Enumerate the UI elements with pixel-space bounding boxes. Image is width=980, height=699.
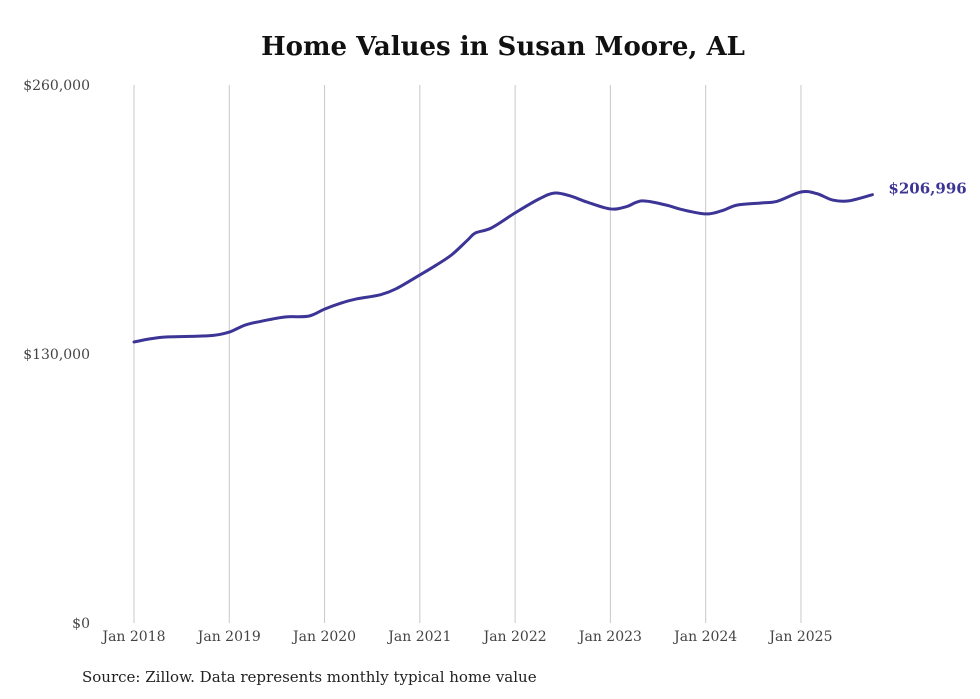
y-tick-label: $260,000 <box>23 78 90 94</box>
x-tick-label: Jan 2024 <box>672 629 737 645</box>
x-tick-label: Jan 2020 <box>291 629 356 645</box>
x-tick-label: Jan 2018 <box>100 629 165 645</box>
x-tick-label: Jan 2025 <box>767 629 832 645</box>
x-tick-label: Jan 2019 <box>196 629 261 645</box>
y-axis-ticks: $0 $130,000 $260,000 <box>23 78 90 632</box>
y-tick-label: $130,000 <box>23 347 90 363</box>
source-note: Source: Zillow. Data represents monthly … <box>82 668 537 686</box>
chart-title: Home Values in Susan Moore, AL <box>261 32 745 62</box>
gridlines <box>133 85 802 623</box>
x-tick-label: Jan 2021 <box>386 629 451 645</box>
x-tick-label: Jan 2022 <box>482 629 547 645</box>
series-line <box>132 190 874 344</box>
y-tick-label: $0 <box>72 616 90 632</box>
x-tick-label: Jan 2023 <box>577 629 642 645</box>
end-value-label: $206,996 <box>888 180 966 198</box>
x-axis-ticks: Jan 2018 Jan 2019 Jan 2020 Jan 2021 Jan 2022… <box>100 629 832 645</box>
